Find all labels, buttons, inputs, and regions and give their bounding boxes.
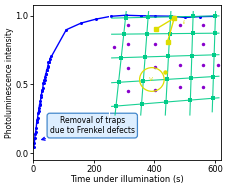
Text: $I_i$: $I_i$ [181,18,186,27]
X-axis label: Time under illumination (s): Time under illumination (s) [70,175,183,184]
Text: Removal of traps
due to Frenkel defects: Removal of traps due to Frenkel defects [42,116,134,140]
Text: $V_i$: $V_i$ [148,75,155,84]
Y-axis label: Photoluminescence intensity: Photoluminescence intensity [5,27,14,138]
